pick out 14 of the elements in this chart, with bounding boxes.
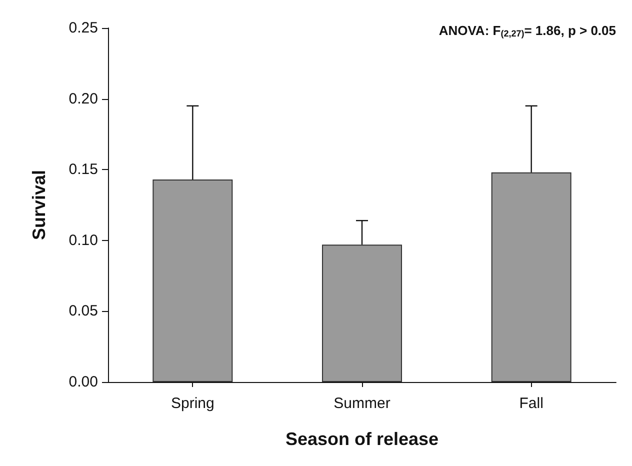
x-tick-label: Fall <box>519 395 544 412</box>
y-tick-label: 0.05 <box>68 302 98 320</box>
x-tick-label: Summer <box>334 395 390 412</box>
y-tick-label: 0.15 <box>68 161 98 178</box>
y-axis-title: Survival <box>29 170 49 240</box>
y-tick-label: 0.10 <box>68 232 98 249</box>
x-axis-title: Season of release <box>285 429 439 449</box>
bar <box>491 172 572 382</box>
y-tick-label: 0.25 <box>68 20 98 36</box>
bar <box>152 180 233 382</box>
x-tick-label: Spring <box>170 395 214 412</box>
y-tick-label: 0.20 <box>68 90 98 108</box>
bar <box>322 244 402 382</box>
y-tick-label: 0.00 <box>68 374 98 390</box>
